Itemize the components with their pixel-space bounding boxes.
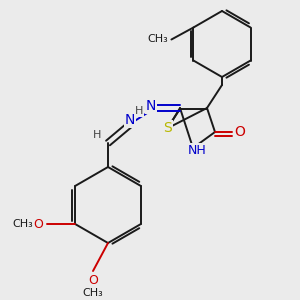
Text: O: O <box>33 218 43 230</box>
Text: CH₃: CH₃ <box>13 219 34 229</box>
Text: H: H <box>93 130 101 140</box>
Text: CH₃: CH₃ <box>82 288 103 298</box>
Text: NH: NH <box>188 143 206 157</box>
Text: H: H <box>135 106 143 116</box>
Text: O: O <box>235 125 245 139</box>
Text: S: S <box>164 121 172 135</box>
Text: N: N <box>125 113 135 127</box>
Text: O: O <box>88 274 98 286</box>
Text: N: N <box>146 99 156 113</box>
Text: CH₃: CH₃ <box>147 34 168 44</box>
